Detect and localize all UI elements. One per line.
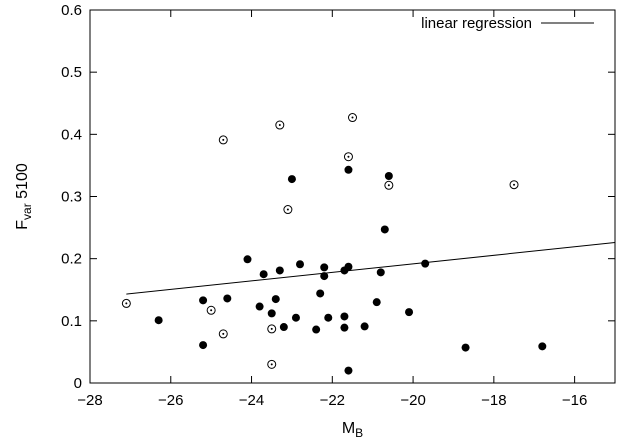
data-point-filled (267, 309, 276, 318)
y-tick-label: 0.6 (61, 2, 82, 19)
data-point-open (283, 205, 293, 215)
x-axis-label-sub: B (355, 426, 363, 440)
data-point-center (270, 363, 273, 366)
x-tick-label: −16 (562, 392, 587, 409)
x-tick-label: −26 (158, 392, 183, 409)
x-tick-label: −18 (481, 392, 506, 409)
data-point-filled (275, 266, 284, 275)
data-point-filled (344, 366, 353, 375)
data-point-open (267, 324, 277, 334)
data-point-filled (461, 343, 470, 352)
data-point-open (275, 120, 285, 130)
x-tick-label: −28 (77, 392, 102, 409)
legend: linear regression (421, 15, 594, 32)
data-point-filled (380, 225, 389, 234)
y-axis-label: Fvar 5100 (14, 163, 34, 230)
data-point-center (125, 302, 128, 305)
data-point-center (222, 138, 225, 141)
data-point-open (509, 180, 519, 190)
x-axis-label: MB (342, 420, 363, 440)
data-point-filled (199, 341, 208, 350)
y-tick-label: 0.3 (61, 189, 82, 206)
data-point-open (343, 152, 353, 162)
data-point-filled (421, 259, 430, 268)
data-point-filled (320, 263, 329, 272)
x-tick-label: −24 (239, 392, 264, 409)
data-point-filled (376, 268, 385, 277)
axis-ticks: −28 −26 −24 −22 −20 −18 −16 0 0.1 0.2 0.3 0.4 0.5 0.6 (61, 2, 615, 409)
data-point-filled (340, 312, 349, 321)
data-point-filled (384, 171, 393, 180)
data-point-open (206, 305, 216, 315)
data-point-center (351, 116, 354, 119)
data-point-center (210, 309, 213, 312)
x-tick-label: −20 (400, 392, 425, 409)
data-point-filled (340, 323, 349, 332)
data-point-filled (316, 289, 325, 298)
data-point-filled (287, 175, 296, 184)
data-points (121, 113, 547, 375)
legend-label: linear regression (421, 15, 532, 32)
data-point-filled (344, 165, 353, 174)
data-point-filled (243, 255, 252, 264)
data-point-filled (255, 302, 264, 311)
y-tick-label: 0 (74, 375, 82, 392)
data-point-center (222, 332, 225, 335)
y-tick-label: 0.1 (61, 313, 82, 330)
data-point-filled (360, 322, 369, 331)
data-point-filled (312, 325, 321, 334)
data-point-filled (223, 294, 232, 303)
data-point-center (270, 327, 273, 330)
data-point-open (218, 329, 228, 339)
data-point-filled (344, 262, 353, 271)
data-point-filled (324, 313, 333, 322)
y-axis-label-sub: var (20, 203, 34, 220)
data-point-open (121, 298, 131, 308)
data-point-filled (291, 313, 300, 322)
data-point-filled (296, 260, 304, 269)
y-tick-label: 0.2 (61, 251, 82, 268)
data-point-filled (199, 296, 208, 305)
data-point-filled (259, 270, 268, 279)
y-axis-label-suffix: 5100 (14, 163, 31, 203)
data-point-open (348, 113, 357, 123)
x-tick-label: −22 (320, 392, 345, 409)
plot-frame (89, 9, 616, 384)
data-point-filled (372, 298, 381, 307)
data-point-center (513, 183, 516, 186)
y-tick-label: 0.4 (61, 126, 82, 143)
y-tick-label: 0.5 (61, 64, 82, 81)
data-point-open (384, 180, 394, 190)
x-axis-label-main: M (342, 420, 355, 437)
regression-line (126, 242, 616, 295)
data-point-center (347, 155, 350, 158)
data-point-center (286, 208, 289, 211)
data-point-filled (320, 272, 329, 281)
data-point-filled (279, 323, 288, 332)
data-point-filled (154, 316, 163, 325)
data-point-center (278, 124, 281, 127)
data-point-open (218, 135, 228, 145)
data-point-filled (271, 295, 280, 304)
data-point-filled (538, 342, 547, 351)
y-axis-label-main: F (14, 220, 31, 230)
data-point-filled (405, 308, 414, 317)
data-point-open (267, 359, 277, 369)
data-point-center (387, 184, 390, 187)
